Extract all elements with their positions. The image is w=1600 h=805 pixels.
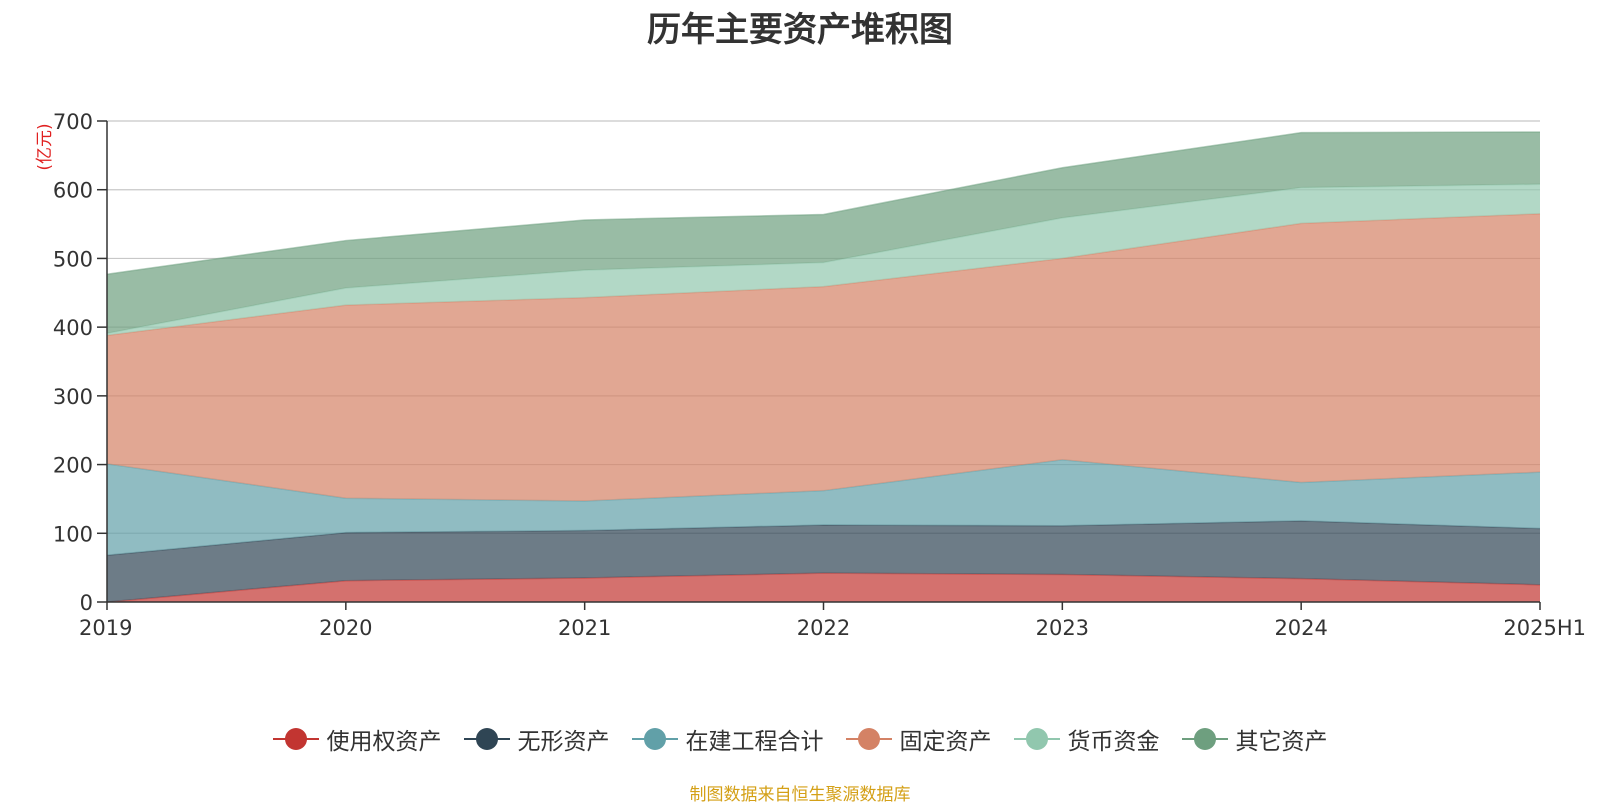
x-tick-label: 2019 [79, 616, 132, 640]
legend-label: 货币资金 [1067, 729, 1160, 755]
area-series-3 [107, 213, 1540, 501]
y-tick-label: 400 [53, 316, 93, 340]
y-tick-label: 700 [53, 110, 93, 134]
x-tick-label: 2022 [797, 616, 850, 640]
legend-label: 固定资产 [899, 729, 992, 755]
legend-marker [845, 727, 892, 751]
source-note: 制图数据来自恒生聚源数据库 [689, 785, 911, 805]
legend-label: 其它资产 [1235, 729, 1328, 755]
legend-item[interactable]: 无形资产 [463, 722, 610, 756]
legend-item[interactable]: 使用权资产 [272, 722, 442, 756]
y-axis-unit-label: (亿元) [35, 123, 55, 170]
x-tick-label: 2024 [1274, 616, 1327, 640]
x-tick-label: 2023 [1036, 616, 1089, 640]
legend-item[interactable]: 货币资金 [1013, 722, 1160, 756]
legend-item[interactable]: 在建工程合计 [631, 722, 824, 756]
area-series-1 [107, 520, 1540, 602]
area-series-2 [107, 459, 1540, 556]
legend-marker [631, 727, 678, 751]
legend-marker-dot [475, 728, 498, 750]
legend: 使用权资产 无形资产 在建工程合计 固定资产 货币资金 其它资产 [0, 722, 1600, 756]
area-series-0 [107, 573, 1540, 602]
legend-marker-dot [1025, 728, 1048, 750]
legend-item[interactable]: 固定资产 [845, 722, 992, 756]
legend-label: 无形资产 [517, 729, 610, 755]
y-tick-label: 200 [53, 454, 93, 478]
axes: 0 100 200 300 400 500 600 700 2019 2020 2021 2022 20… [53, 110, 1586, 640]
y-tick-label: 100 [53, 522, 93, 546]
legend-marker-dot [1193, 728, 1216, 750]
chart-title: 历年主要资产堆积图 [647, 10, 953, 50]
legend-marker [1013, 727, 1060, 751]
area-series-layer [106, 131, 1541, 603]
legend-marker [272, 727, 319, 751]
legend-marker [463, 727, 510, 751]
area-series-5 [107, 131, 1540, 334]
y-tick-label: 600 [53, 179, 93, 203]
legend-marker [1181, 727, 1228, 751]
area-series-line-5 [106, 131, 1541, 275]
legend-label: 使用权资产 [326, 729, 442, 755]
y-tick-label: 0 [80, 591, 93, 615]
x-tick-label: 2021 [558, 616, 611, 640]
legend-marker-dot [643, 728, 666, 750]
area-series-4 [107, 184, 1540, 336]
legend-item[interactable]: 其它资产 [1181, 722, 1328, 756]
legend-marker-dot [284, 728, 307, 750]
legend-label: 在建工程合计 [685, 729, 824, 755]
y-tick-label: 500 [53, 247, 93, 271]
x-tick-label: 2025H1 [1503, 616, 1586, 640]
y-tick-label: 300 [53, 385, 93, 409]
x-tick-label: 2020 [319, 616, 372, 640]
legend-marker-dot [857, 728, 880, 750]
